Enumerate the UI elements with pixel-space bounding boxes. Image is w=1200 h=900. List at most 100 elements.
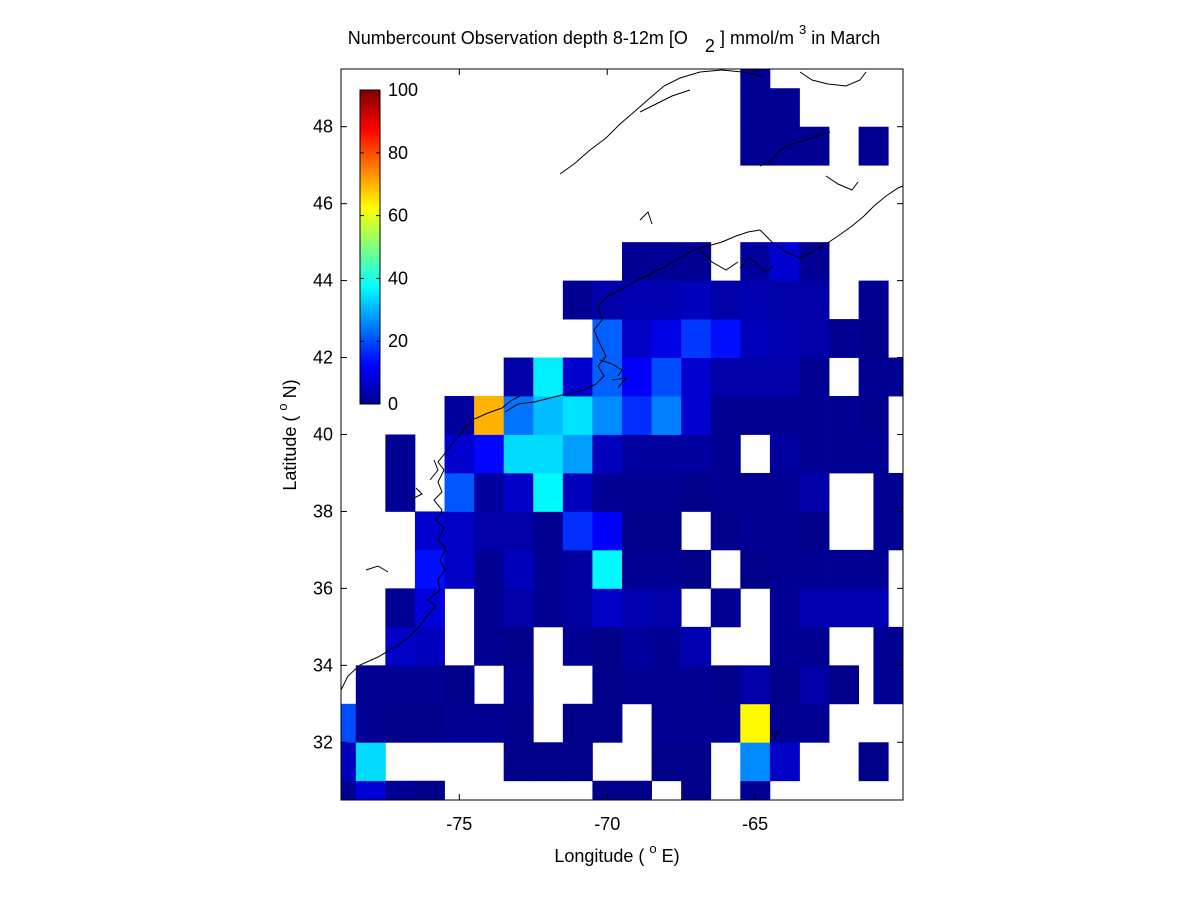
heatmap-cell — [651, 549, 682, 589]
heatmap-cell — [799, 472, 830, 512]
coastline-segment — [825, 175, 859, 191]
heatmap-cell — [562, 357, 593, 397]
coastline-segment — [504, 383, 597, 413]
heatmap-cell — [799, 434, 830, 474]
heatmap-cell — [651, 742, 682, 782]
heatmap-cell — [769, 242, 800, 282]
heatmap-cell — [414, 511, 445, 551]
heatmap-cell — [740, 549, 771, 589]
heatmap-cell — [503, 357, 534, 397]
heatmap-cell — [562, 434, 593, 474]
heatmap-cell — [562, 588, 593, 628]
heatmap-cell — [873, 511, 904, 551]
heatmap-cell — [444, 396, 475, 435]
heatmap-cell — [740, 511, 771, 551]
heatmap-cell — [681, 434, 712, 474]
heatmap-cell — [740, 703, 771, 743]
heatmap-cell — [740, 357, 771, 397]
y-tick-label: 46 — [313, 194, 333, 214]
heatmap-cell — [385, 434, 416, 474]
heatmap-cell — [651, 396, 682, 435]
y-tick-label: 36 — [313, 578, 333, 598]
heatmap-cell — [740, 396, 771, 435]
heatmap-cell — [562, 396, 593, 435]
heatmap-cell — [385, 780, 416, 801]
heatmap-cell — [681, 472, 712, 512]
heatmap-cell — [651, 665, 682, 705]
coastline-segment — [759, 185, 904, 259]
heatmap-cell — [414, 588, 445, 628]
chart-title-sup: 3 — [799, 22, 806, 37]
coastline-segment — [593, 229, 761, 385]
heatmap-cell — [385, 626, 416, 666]
heatmap-cell — [858, 396, 889, 435]
heatmap-cell — [562, 742, 593, 782]
colorbar-tick-label: 20 — [388, 331, 408, 351]
heatmap-cell — [873, 357, 904, 397]
heatmap-cell — [710, 319, 741, 358]
heatmap-cell — [769, 396, 800, 435]
heatmap-cell — [829, 588, 860, 628]
heatmap-cell — [503, 511, 534, 551]
heatmap-cell — [740, 126, 771, 166]
heatmap-cell — [533, 434, 564, 474]
heatmap-cell — [740, 665, 771, 705]
heatmap-cell — [651, 280, 682, 320]
y-tick-label: 40 — [313, 425, 333, 445]
heatmap-cell — [799, 242, 830, 282]
x-axis: -75 -70 -65 — [446, 69, 768, 834]
heatmap-cell — [533, 549, 564, 589]
coastline-segment — [771, 730, 780, 741]
heatmap-cell — [769, 588, 800, 628]
heatmap-cell — [562, 703, 593, 743]
heatmap-cell — [503, 396, 534, 435]
x-axis-title: Longitude ( o E) — [554, 837, 679, 866]
heatmap-cell — [858, 434, 889, 474]
heatmap-cell — [799, 549, 830, 589]
heatmap-cell — [799, 319, 830, 358]
heatmap-cell — [651, 319, 682, 358]
heatmap-cell — [769, 357, 800, 397]
heatmap-cell — [503, 472, 534, 512]
heatmap-cell — [592, 780, 623, 801]
colorbar: 0 20 40 60 80 100 — [359, 80, 418, 414]
heatmap-cell — [592, 511, 623, 551]
heatmap-cell — [769, 703, 800, 743]
x-axis-title-end: E) — [662, 846, 680, 866]
chart-title-main: Numbercount Observation depth 8-12m [O — [348, 28, 688, 48]
heatmap-cell — [533, 396, 564, 435]
colorbar-tick-label: 40 — [388, 268, 408, 288]
coastline-segment — [759, 131, 831, 167]
heatmap-cell — [799, 357, 830, 397]
y-tick-label: 48 — [313, 117, 333, 137]
heatmap-cell — [414, 703, 445, 743]
colorbar-tick-label: 80 — [388, 143, 408, 163]
heatmap-cell — [503, 549, 534, 589]
heatmap-cell — [681, 242, 712, 282]
heatmap-cell — [385, 472, 416, 512]
heatmap-cell — [622, 357, 652, 397]
heatmap-cell — [651, 588, 682, 628]
heatmap-cell — [474, 549, 505, 589]
heatmap-cell — [873, 665, 904, 705]
heatmap-cell — [385, 588, 416, 628]
heatmap-cell — [355, 703, 386, 743]
heatmap-cell — [710, 665, 741, 705]
colorbar-ticks: 0 20 40 60 80 100 — [360, 80, 418, 414]
heatmap-cell — [651, 242, 682, 282]
y-tick-label: 44 — [313, 271, 333, 291]
heatmap-cell — [444, 472, 475, 512]
heatmap-cell — [503, 434, 534, 474]
heatmap-cell — [651, 357, 682, 397]
heatmap-cell — [562, 472, 593, 512]
y-axis-title-sup: o — [275, 403, 290, 410]
y-tick-label: 42 — [313, 348, 333, 368]
heatmap-cell — [355, 665, 386, 705]
heatmap-cell — [681, 780, 712, 801]
y-tick-label: 32 — [313, 732, 333, 752]
heatmap-cell — [769, 319, 800, 358]
heatmap-cell — [444, 549, 475, 589]
heatmap-cell — [710, 511, 741, 551]
heatmap-cell — [769, 511, 800, 551]
heatmap-cell — [622, 780, 652, 801]
